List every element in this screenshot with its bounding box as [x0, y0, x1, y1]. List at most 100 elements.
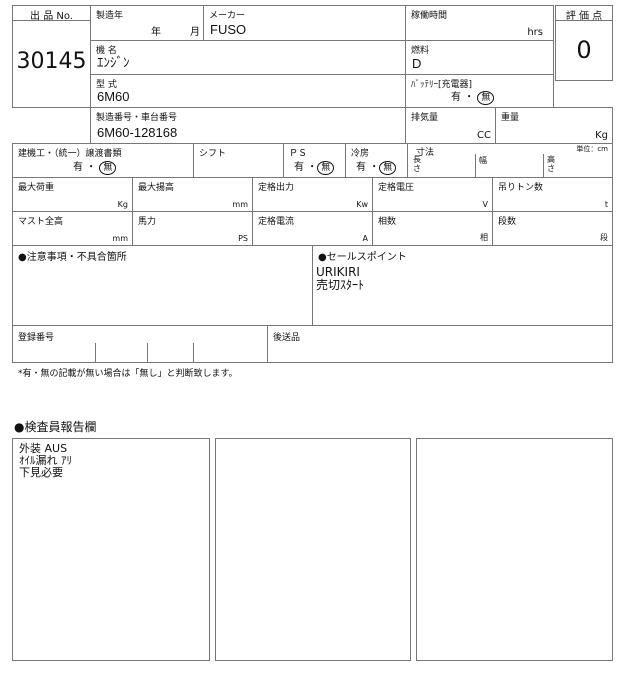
spec-cell: 定格電流 A: [252, 211, 373, 246]
battery-no-circled: 無: [477, 91, 495, 105]
lot-number-header: 出 品 No.: [12, 5, 91, 22]
lot-number-cell: 30145: [12, 20, 91, 108]
displacement-label: 排気量: [411, 113, 439, 123]
spec-label: 段数: [498, 217, 517, 227]
spec-unit: A: [362, 234, 368, 243]
rating-cell: 0: [555, 20, 613, 81]
serial-cell: 製造番号・車台番号 6M60-128168: [90, 107, 406, 144]
transfer-docs-cell: 建機工・（統一）譲渡書類 有 ・ 無: [12, 143, 194, 178]
model-value: 6M60: [97, 89, 130, 104]
spec-cell: 定格出力 Kw: [252, 177, 373, 212]
hours-cell: 稼働時間 hrs: [405, 5, 554, 41]
dimensions-height-label: 高 さ: [547, 155, 555, 173]
spec-label: マスト全高: [18, 217, 64, 227]
weight-cell: 重量 Kg: [495, 107, 613, 144]
month-label: 月: [190, 27, 200, 38]
inspector-box-2: [215, 438, 411, 661]
sales-point-label: ●セールスポイント: [318, 252, 407, 263]
registration-cell: 登録番号: [12, 325, 268, 363]
transfer-docs-no-circled: 無: [99, 161, 117, 175]
manufacture-year-label: 製造年: [96, 11, 124, 21]
transfer-docs-label: 建機工・（統一）譲渡書類: [18, 149, 122, 159]
follow-items-label: 後送品: [273, 333, 301, 343]
cooling-label: 冷房: [351, 149, 370, 159]
spec-label: 吊りトン数: [498, 183, 544, 193]
spec-cell: 最大揚高 mm: [132, 177, 253, 212]
follow-items-cell: 後送品: [267, 325, 613, 363]
dimensions-cell: 寸法 単位：cm 長 さ 幅 高 さ: [407, 143, 613, 178]
spec-cell: 定格電圧 V: [372, 177, 493, 212]
fuel-cell: 燃料 D: [405, 40, 554, 75]
dimensions-length-label: 長 さ: [413, 155, 421, 173]
rating-label: 評 価 点: [565, 11, 603, 22]
ps-no-circled: 無: [317, 161, 335, 175]
lot-number-value: 30145: [16, 49, 87, 74]
notes-label: ●注意事項・不具合箇所: [18, 252, 127, 263]
hours-unit: hrs: [527, 27, 543, 38]
model-label: 型 式: [96, 80, 117, 90]
sales-point-cell: ●セールスポイント URIKIRI 売切ｽﾀｰﾄ: [312, 245, 613, 326]
footnote: *有・無の記載が無い場合は「無し」と判断致します。: [18, 369, 238, 379]
dimensions-unit-note: 単位：cm: [576, 145, 608, 153]
spec-label: 定格電圧: [378, 183, 415, 193]
battery-label: ﾊﾞｯﾃﾘｰ[充電器]: [411, 80, 473, 90]
spec-cell: 段数段: [492, 211, 613, 246]
spec-unit: Kw: [356, 200, 368, 209]
spec-label: 馬力: [138, 217, 157, 227]
spec-unit: 段: [600, 233, 608, 242]
spec-unit: 相: [480, 233, 488, 242]
cooling-no-circled: 無: [379, 161, 397, 175]
battery-yes: 有 ・: [451, 92, 475, 103]
spec-unit: Kg: [117, 200, 128, 209]
ps-yes: 有 ・: [294, 162, 318, 173]
serial-label: 製造番号・車台番号: [96, 113, 178, 123]
maker-value: FUSO: [210, 22, 247, 37]
inspector-report-title: ●検査員報告欄: [14, 420, 97, 434]
maker-label: メーカー: [209, 11, 246, 21]
serial-value: 6M60-128168: [97, 125, 178, 140]
fuel-label: 燃料: [411, 46, 430, 56]
rating-value: 0: [576, 36, 592, 64]
year-label: 年: [151, 27, 161, 38]
spec-unit: PS: [238, 234, 248, 243]
ps-label: ＰＳ: [289, 149, 308, 159]
dimensions-width-label: 幅: [479, 156, 487, 165]
model-cell: 型 式 6M60: [90, 74, 406, 108]
inspector-box-1: 外装 AUS ｵｲﾙ漏れ ｱﾘ 下見必要: [12, 438, 210, 661]
cooling-cell: 冷房 有 ・無: [345, 143, 408, 178]
spec-label: 最大荷重: [18, 183, 55, 193]
spec-cell: 吊りトン数 t: [492, 177, 613, 212]
registration-label: 登録番号: [18, 333, 55, 343]
spec-label: 最大揚高: [138, 183, 175, 193]
weight-label: 重量: [501, 113, 520, 123]
ps-cell: ＰＳ 有 ・無: [283, 143, 346, 178]
fuel-value: D: [412, 56, 422, 71]
shift-cell: シフト: [193, 143, 284, 178]
spec-label: 定格電流: [258, 217, 295, 227]
notes-cell: ●注意事項・不具合箇所: [12, 245, 313, 326]
spec-cell: マスト全高 mm: [12, 211, 133, 246]
inspector-box-1-text: 外装 AUS ｵｲﾙ漏れ ｱﾘ 下見必要: [19, 442, 72, 479]
hours-label: 稼働時間: [411, 11, 448, 21]
spec-cell: 馬力 PS: [132, 211, 253, 246]
displacement-unit: CC: [477, 130, 491, 141]
cooling-yes: 有 ・: [356, 162, 380, 173]
displacement-cell: 排気量 CC: [405, 107, 496, 144]
spec-label: 相数: [378, 217, 397, 227]
rating-header: 評 価 点: [555, 5, 613, 22]
weight-unit: Kg: [595, 130, 608, 141]
spec-cell: 最大荷重 Kg: [12, 177, 133, 212]
lot-number-label: 出 品 No.: [30, 11, 73, 22]
spec-unit: t: [604, 200, 608, 209]
spec-unit: V: [482, 200, 488, 209]
transfer-docs-yes: 有 ・: [73, 162, 97, 173]
machine-name-cell: 機 名 ｴﾝｼﾞﾝ: [90, 40, 406, 75]
spec-cell: 相数相: [372, 211, 493, 246]
inspector-box-3: [416, 438, 613, 661]
maker-cell: メーカー FUSO: [203, 5, 406, 41]
machine-name-label: 機 名: [96, 46, 117, 56]
spec-unit: mm: [232, 200, 248, 209]
spec-label: 定格出力: [258, 183, 295, 193]
spec-unit: mm: [112, 234, 128, 243]
